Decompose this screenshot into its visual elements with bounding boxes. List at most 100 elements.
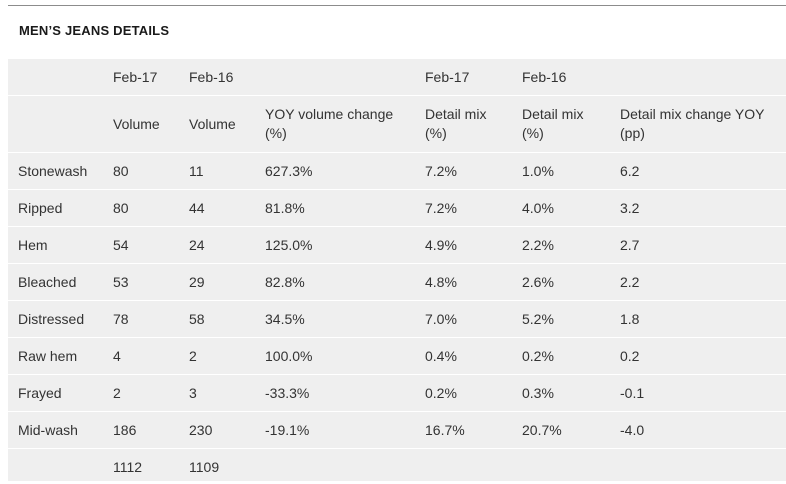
jeans-details-table: Feb-17 Feb-16 Feb-17 Feb-16 Volume Volum… [8, 59, 786, 484]
cell-text: 29 [179, 274, 255, 290]
header-cell: Detail mix change YOY (pp) [610, 96, 786, 153]
cell-text: 1109 [179, 459, 255, 475]
cell-text: 81.8% [255, 200, 415, 216]
table-cell: 29 [179, 264, 255, 301]
table-cell: 4 [103, 338, 179, 375]
header-cell: Detail mix (%) [512, 96, 610, 153]
table-cell [512, 449, 610, 484]
cell-text: -4.0 [610, 422, 786, 438]
row-label: Distressed [8, 301, 103, 338]
cell-text: 2.7 [610, 237, 786, 253]
table-cell: 6.2 [610, 153, 786, 190]
cell-text: 1.0% [512, 163, 610, 179]
table-row: Hem 54 24 125.0% 4.9% 2.2% 2.7 [8, 227, 786, 264]
cell-text: 7.2% [415, 163, 512, 179]
table-cell: 2.6% [512, 264, 610, 301]
table-cell: 125.0% [255, 227, 415, 264]
cell-text: 1112 [103, 459, 179, 475]
header-text: YOY volume change (%) [255, 105, 415, 143]
table-cell: 7.0% [415, 301, 512, 338]
row-label: Mid-wash [8, 412, 103, 449]
header-cell: YOY volume change (%) [255, 96, 415, 153]
header-cell: Detail mix (%) [415, 96, 512, 153]
header-text: Feb-16 [512, 69, 610, 85]
cell-text: 80 [103, 200, 179, 216]
cell-text: Distressed [8, 311, 103, 327]
header-cell: Feb-17 [415, 59, 512, 96]
table-cell: 7.2% [415, 190, 512, 227]
table-row: Ripped 80 44 81.8% 7.2% 4.0% 3.2 [8, 190, 786, 227]
cell-text: 0.4% [415, 348, 512, 364]
table-cell: 0.2% [512, 338, 610, 375]
cell-text: 230 [179, 422, 255, 438]
cell-text: 82.8% [255, 274, 415, 290]
cell-text: -0.1 [610, 385, 786, 401]
cell-text: 1.8 [610, 311, 786, 327]
row-label: Stonewash [8, 153, 103, 190]
table-cell [610, 449, 786, 484]
table-cell: 20.7% [512, 412, 610, 449]
table-cell: 1.8 [610, 301, 786, 338]
cell-text: 0.2% [512, 348, 610, 364]
cell-text: 58 [179, 311, 255, 327]
cell-text: 100.0% [255, 348, 415, 364]
table-cell: 44 [179, 190, 255, 227]
cell-text: Mid-wash [8, 422, 103, 438]
header-text: Feb-17 [103, 69, 179, 85]
row-label: Ripped [8, 190, 103, 227]
cell-text: 53 [103, 274, 179, 290]
cell-text: Ripped [8, 200, 103, 216]
table-cell: 3 [179, 375, 255, 412]
table-cell: 80 [103, 153, 179, 190]
row-label: Frayed [8, 375, 103, 412]
cell-text: Frayed [8, 385, 103, 401]
cell-text: 2.2 [610, 274, 786, 290]
cell-text: 54 [103, 237, 179, 253]
cell-text: 3.2 [610, 200, 786, 216]
top-divider [8, 5, 786, 6]
table-cell: 627.3% [255, 153, 415, 190]
table-cell: 3.2 [610, 190, 786, 227]
header-text: Feb-17 [415, 69, 512, 85]
cell-text: 2 [179, 348, 255, 364]
cell-text: 4.8% [415, 274, 512, 290]
table-cell: -4.0 [610, 412, 786, 449]
cell-text: 11 [179, 163, 255, 179]
table-cell: 100.0% [255, 338, 415, 375]
cell-text: 2.2% [512, 237, 610, 253]
cell-text: 186 [103, 422, 179, 438]
header-cell [610, 59, 786, 96]
table-cell: 4.0% [512, 190, 610, 227]
header-text: Detail mix (%) [415, 105, 512, 143]
cell-text: 24 [179, 237, 255, 253]
table-cell: 58 [179, 301, 255, 338]
table-cell: 2.2% [512, 227, 610, 264]
table-cell: 7.2% [415, 153, 512, 190]
cell-text: 4 [103, 348, 179, 364]
jeans-details-table-container: Feb-17 Feb-16 Feb-17 Feb-16 Volume Volum… [8, 59, 786, 481]
cell-text: Bleached [8, 274, 103, 290]
cell-text: 0.3% [512, 385, 610, 401]
table-cell: 0.4% [415, 338, 512, 375]
header-cell [255, 59, 415, 96]
table-row: Frayed 2 3 -33.3% 0.2% 0.3% -0.1 [8, 375, 786, 412]
table-cell [415, 449, 512, 484]
cell-text: 7.2% [415, 200, 512, 216]
table-cell: 0.3% [512, 375, 610, 412]
cell-text: 16.7% [415, 422, 512, 438]
table-cell: 53 [103, 264, 179, 301]
cell-text: 3 [179, 385, 255, 401]
table-cell: 4.9% [415, 227, 512, 264]
totals-row: 1112 1109 [8, 449, 786, 484]
table-cell: 54 [103, 227, 179, 264]
table-cell: -19.1% [255, 412, 415, 449]
table-cell: 16.7% [415, 412, 512, 449]
table-cell: 4.8% [415, 264, 512, 301]
table-cell: 1.0% [512, 153, 610, 190]
cell-text: 125.0% [255, 237, 415, 253]
table-row: Raw hem 4 2 100.0% 0.4% 0.2% 0.2 [8, 338, 786, 375]
table-cell: 81.8% [255, 190, 415, 227]
header-text: Volume [179, 115, 255, 134]
cell-text: Hem [8, 237, 103, 253]
header-cell: Feb-16 [512, 59, 610, 96]
